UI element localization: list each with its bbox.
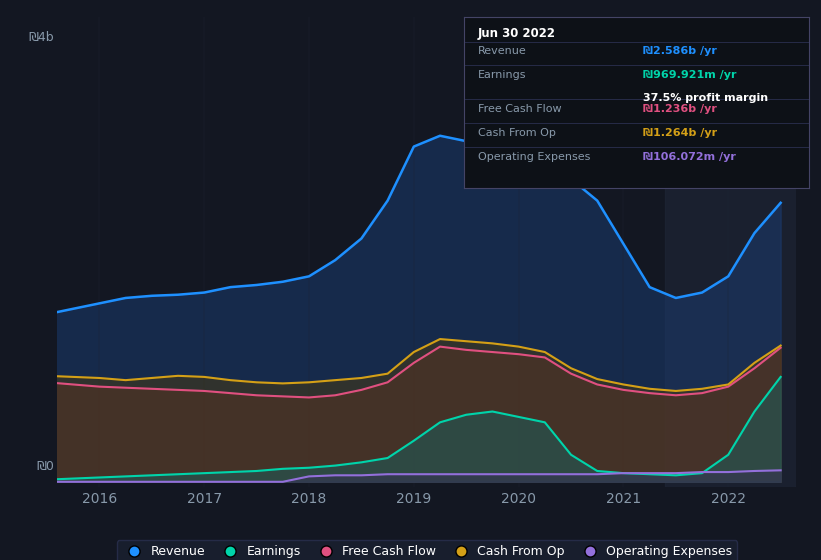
- Text: ₪1.236b /yr: ₪1.236b /yr: [643, 104, 717, 114]
- Text: ₪106.072m /yr: ₪106.072m /yr: [643, 152, 736, 162]
- Text: 37.5% profit margin: 37.5% profit margin: [643, 93, 768, 103]
- Text: ₪969.921m /yr: ₪969.921m /yr: [643, 70, 736, 80]
- Text: Revenue: Revenue: [478, 46, 526, 56]
- Text: Cash From Op: Cash From Op: [478, 128, 556, 138]
- Text: ₪2.586b /yr: ₪2.586b /yr: [643, 46, 717, 56]
- Text: Jun 30 2022: Jun 30 2022: [478, 27, 556, 40]
- Text: Free Cash Flow: Free Cash Flow: [478, 104, 562, 114]
- Text: ₪0: ₪0: [36, 460, 54, 473]
- Text: ₪1.264b /yr: ₪1.264b /yr: [643, 128, 718, 138]
- Text: Operating Expenses: Operating Expenses: [478, 152, 590, 162]
- Text: ₪4b: ₪4b: [28, 31, 54, 44]
- Legend: Revenue, Earnings, Free Cash Flow, Cash From Op, Operating Expenses: Revenue, Earnings, Free Cash Flow, Cash …: [117, 540, 737, 560]
- Text: Earnings: Earnings: [478, 70, 526, 80]
- Bar: [665, 17, 796, 487]
